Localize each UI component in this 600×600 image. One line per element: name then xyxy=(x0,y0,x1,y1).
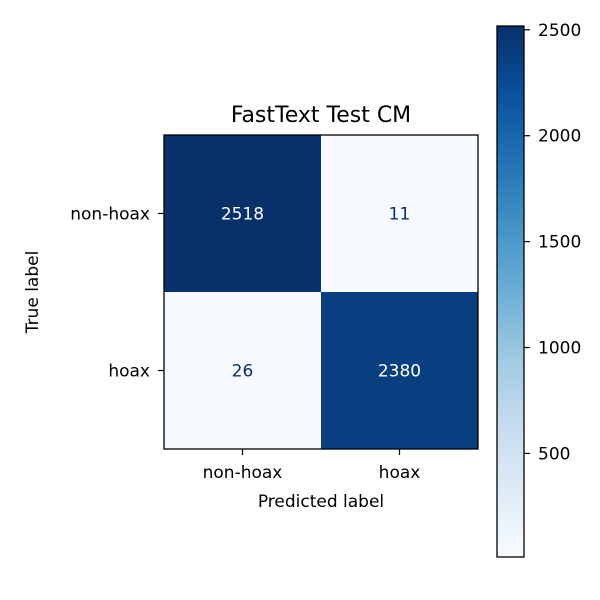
cell-value-label: 2380 xyxy=(378,362,421,382)
matrix-cells: 2518 11 26 2380 xyxy=(164,135,478,449)
x-axis-label: Predicted label xyxy=(258,492,384,512)
x-tick-label: non-hoax xyxy=(203,463,283,483)
y-axis-label: True label xyxy=(23,251,43,335)
colorbar-tick-label: 2000 xyxy=(538,127,581,147)
colorbar-tick-label: 1000 xyxy=(538,339,581,359)
colorbar-tick-label: 1500 xyxy=(538,233,581,253)
colorbar-tick-label: 500 xyxy=(538,444,570,464)
matrix-cell xyxy=(321,292,478,449)
chart-title: FastText Test CM xyxy=(231,103,411,128)
cell-value-label: 2518 xyxy=(221,205,264,225)
axis-ticks: non-hoax hoax non-hoax hoax xyxy=(70,205,420,484)
cell-value-label: 26 xyxy=(232,362,254,382)
colorbar xyxy=(496,25,525,558)
colorbar-ticks: 500 1000 1500 2000 2500 xyxy=(524,21,581,464)
y-tick-label: hoax xyxy=(108,362,150,382)
matrix-cell xyxy=(164,135,321,292)
cell-value-label: 11 xyxy=(389,205,411,225)
plot-frame xyxy=(163,134,479,450)
colorbar-tick-label: 2500 xyxy=(538,21,581,41)
x-tick-label: hoax xyxy=(379,463,421,483)
y-tick-label: non-hoax xyxy=(70,205,150,225)
matrix-cell xyxy=(164,292,321,449)
matrix-cell xyxy=(321,135,478,292)
